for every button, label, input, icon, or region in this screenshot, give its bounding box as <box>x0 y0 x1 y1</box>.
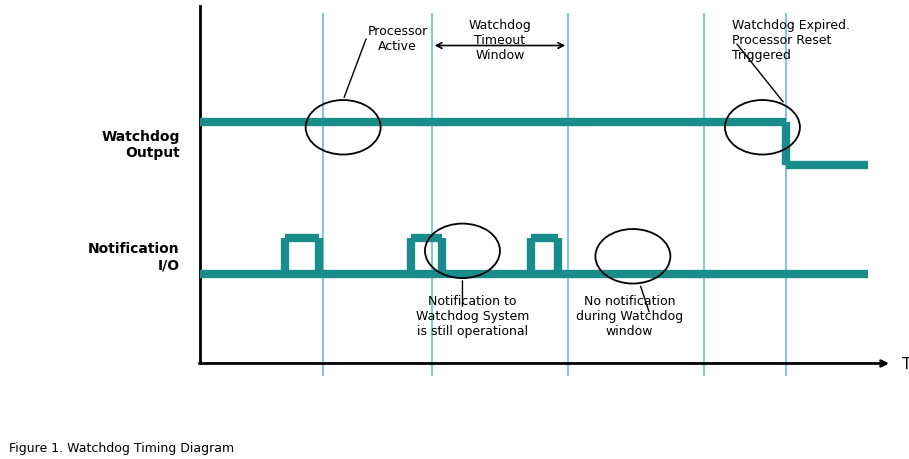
Text: Figure 1. Watchdog Timing Diagram: Figure 1. Watchdog Timing Diagram <box>9 442 235 454</box>
Text: Processor
Active: Processor Active <box>367 25 428 53</box>
Text: Watchdog
Output: Watchdog Output <box>101 129 179 159</box>
Text: No notification
during Watchdog
window: No notification during Watchdog window <box>576 295 683 338</box>
Text: Time: Time <box>902 356 909 371</box>
Text: Notification to
Watchdog System
is still operational: Notification to Watchdog System is still… <box>416 295 529 338</box>
Text: Watchdog
Timeout
Window: Watchdog Timeout Window <box>468 19 532 62</box>
Text: Notification
I/O: Notification I/O <box>88 241 179 272</box>
Text: Watchdog Expired.
Processor Reset
Triggered: Watchdog Expired. Processor Reset Trigge… <box>732 19 850 62</box>
